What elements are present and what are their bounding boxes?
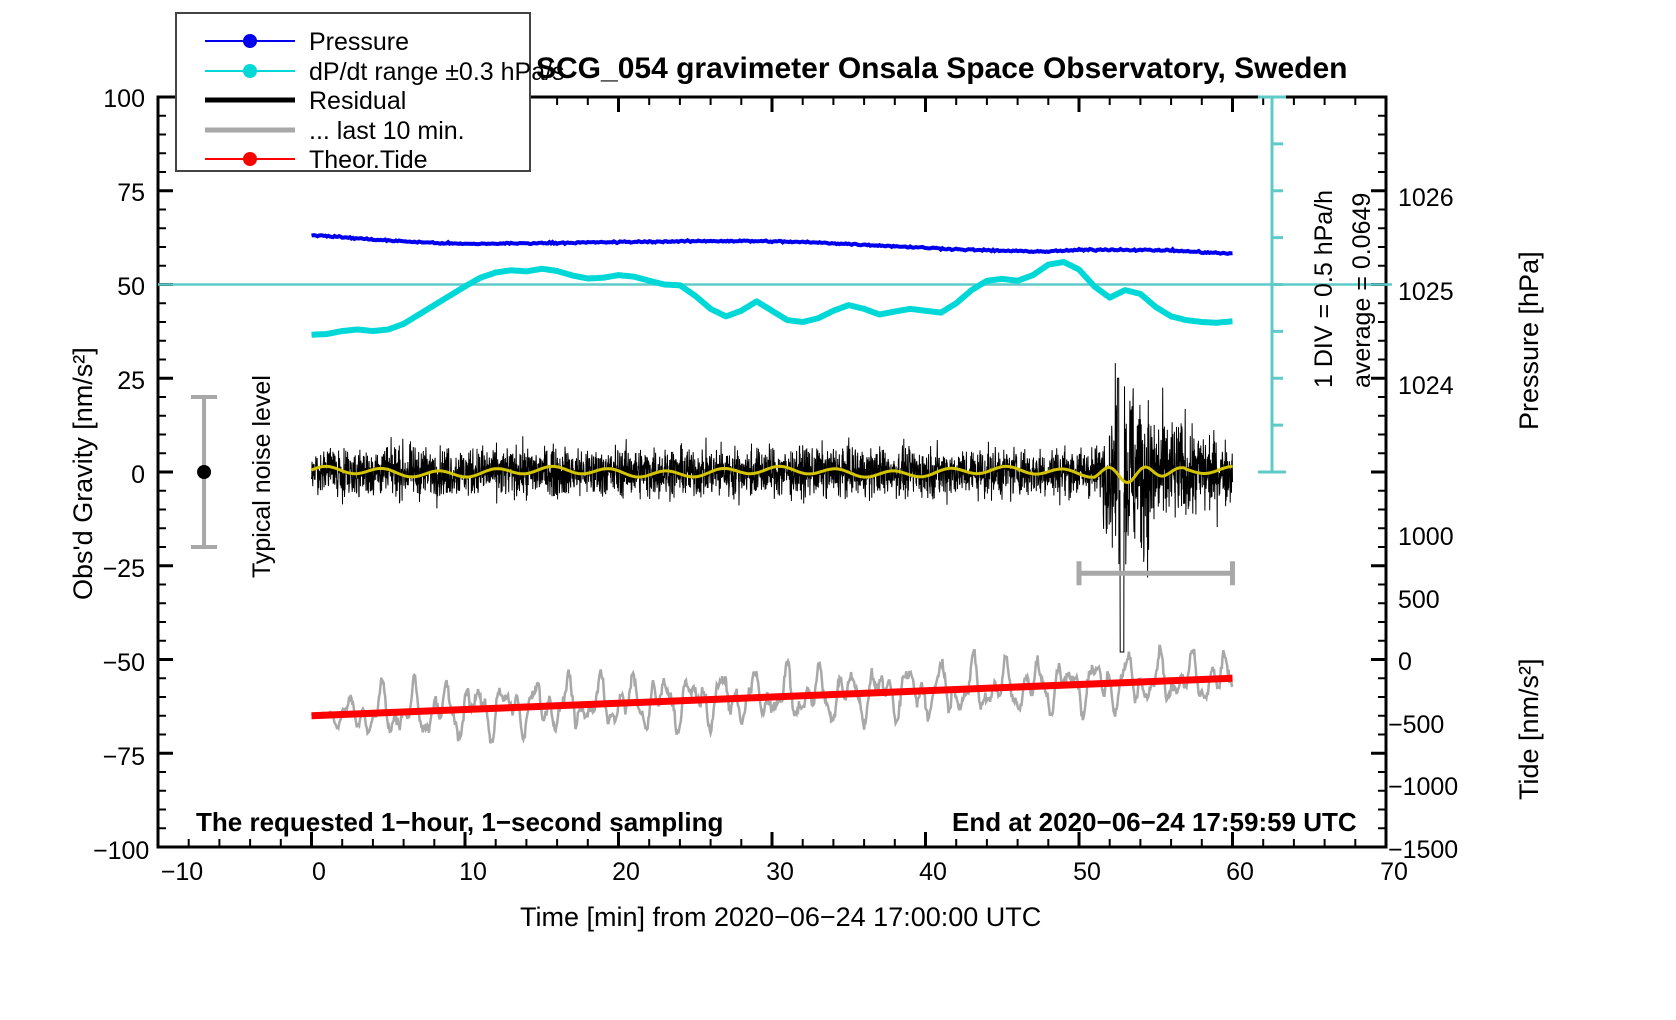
footer-left-note: The requested 1−hour, 1−second sampling [196,807,724,837]
x-tick-50: 50 [1073,858,1101,886]
residual-smoothed-trace [310,464,1233,484]
x-tick-70: 70 [1380,858,1408,886]
typical-noise-level-label: Typical noise level [248,375,276,578]
tide-tick-1000: 1000 [1398,523,1454,551]
dpdt-division-label: 1 DIV = 0.5 hPa/h [1310,189,1338,388]
left-tick-50: 50 [117,273,145,301]
left-tick-m50: −50 [102,649,145,677]
x-tick-40: 40 [919,858,947,886]
pressure-axis-title: Pressure [hPa] [1514,251,1544,430]
noise-center-dot [197,465,212,479]
legend-item-dpdt: dP/dt range ±0.3 hPa/s [309,58,565,86]
x-tick-60: 60 [1226,858,1254,886]
tide-tick-500: 500 [1398,586,1440,614]
pressure-tick-1026: 1026 [1398,184,1454,212]
left-tick-0: 0 [131,461,145,489]
tide-axis-title: Tide [nm/s²] [1514,658,1544,800]
x-axis-title: Time [min] from 2020−06−24 17:00:00 UTC [520,902,1042,932]
left-axis-title: Obs'd Gravity [nm/s²] [68,347,98,600]
legend: Pressure dP/dt range ±0.3 hPa/s Residual… [175,12,565,174]
legend-symbols [205,34,295,166]
dpdt-trace [310,259,1234,338]
x-tick-0: 0 [312,858,326,886]
pressure-trace [311,233,1233,256]
theor-tide-trace [311,674,1233,720]
left-tick-75: 75 [117,179,145,207]
x-tick-30: 30 [766,858,794,886]
legend-item-pressure: Pressure [309,28,410,56]
left-tick-100: 100 [103,85,145,113]
dpdt-average-label: average = 0.0649 [1348,192,1376,388]
x-tick-20: 20 [612,858,640,886]
x-tick-10: 10 [459,858,487,886]
footer-right-note: End at 2020−06−24 17:59:59 UTC [952,807,1357,837]
tide-tick-m1500: −1500 [1388,836,1459,864]
pressure-tick-1025: 1025 [1398,278,1454,306]
left-tick-m100: −100 [93,837,150,865]
x-tick-m10: −10 [160,858,204,886]
residual-trace [311,363,1233,653]
page-title: SCG_054 gravimeter Onsala Space Observat… [536,52,1348,85]
left-tick-m75: −75 [102,743,145,771]
tide-tick-0: 0 [1398,648,1412,676]
legend-item-residual: Residual [309,87,407,115]
left-tick-25: 25 [117,367,145,395]
tide-tick-m500: −500 [1388,711,1445,739]
left-tick-m25: −25 [102,555,145,583]
tide-tick-m1000: −1000 [1388,773,1459,801]
pressure-tick-1024: 1024 [1398,372,1454,400]
legend-item-last10: ... last 10 min. [309,117,465,145]
legend-item-theortide: Theor.Tide [309,146,428,174]
